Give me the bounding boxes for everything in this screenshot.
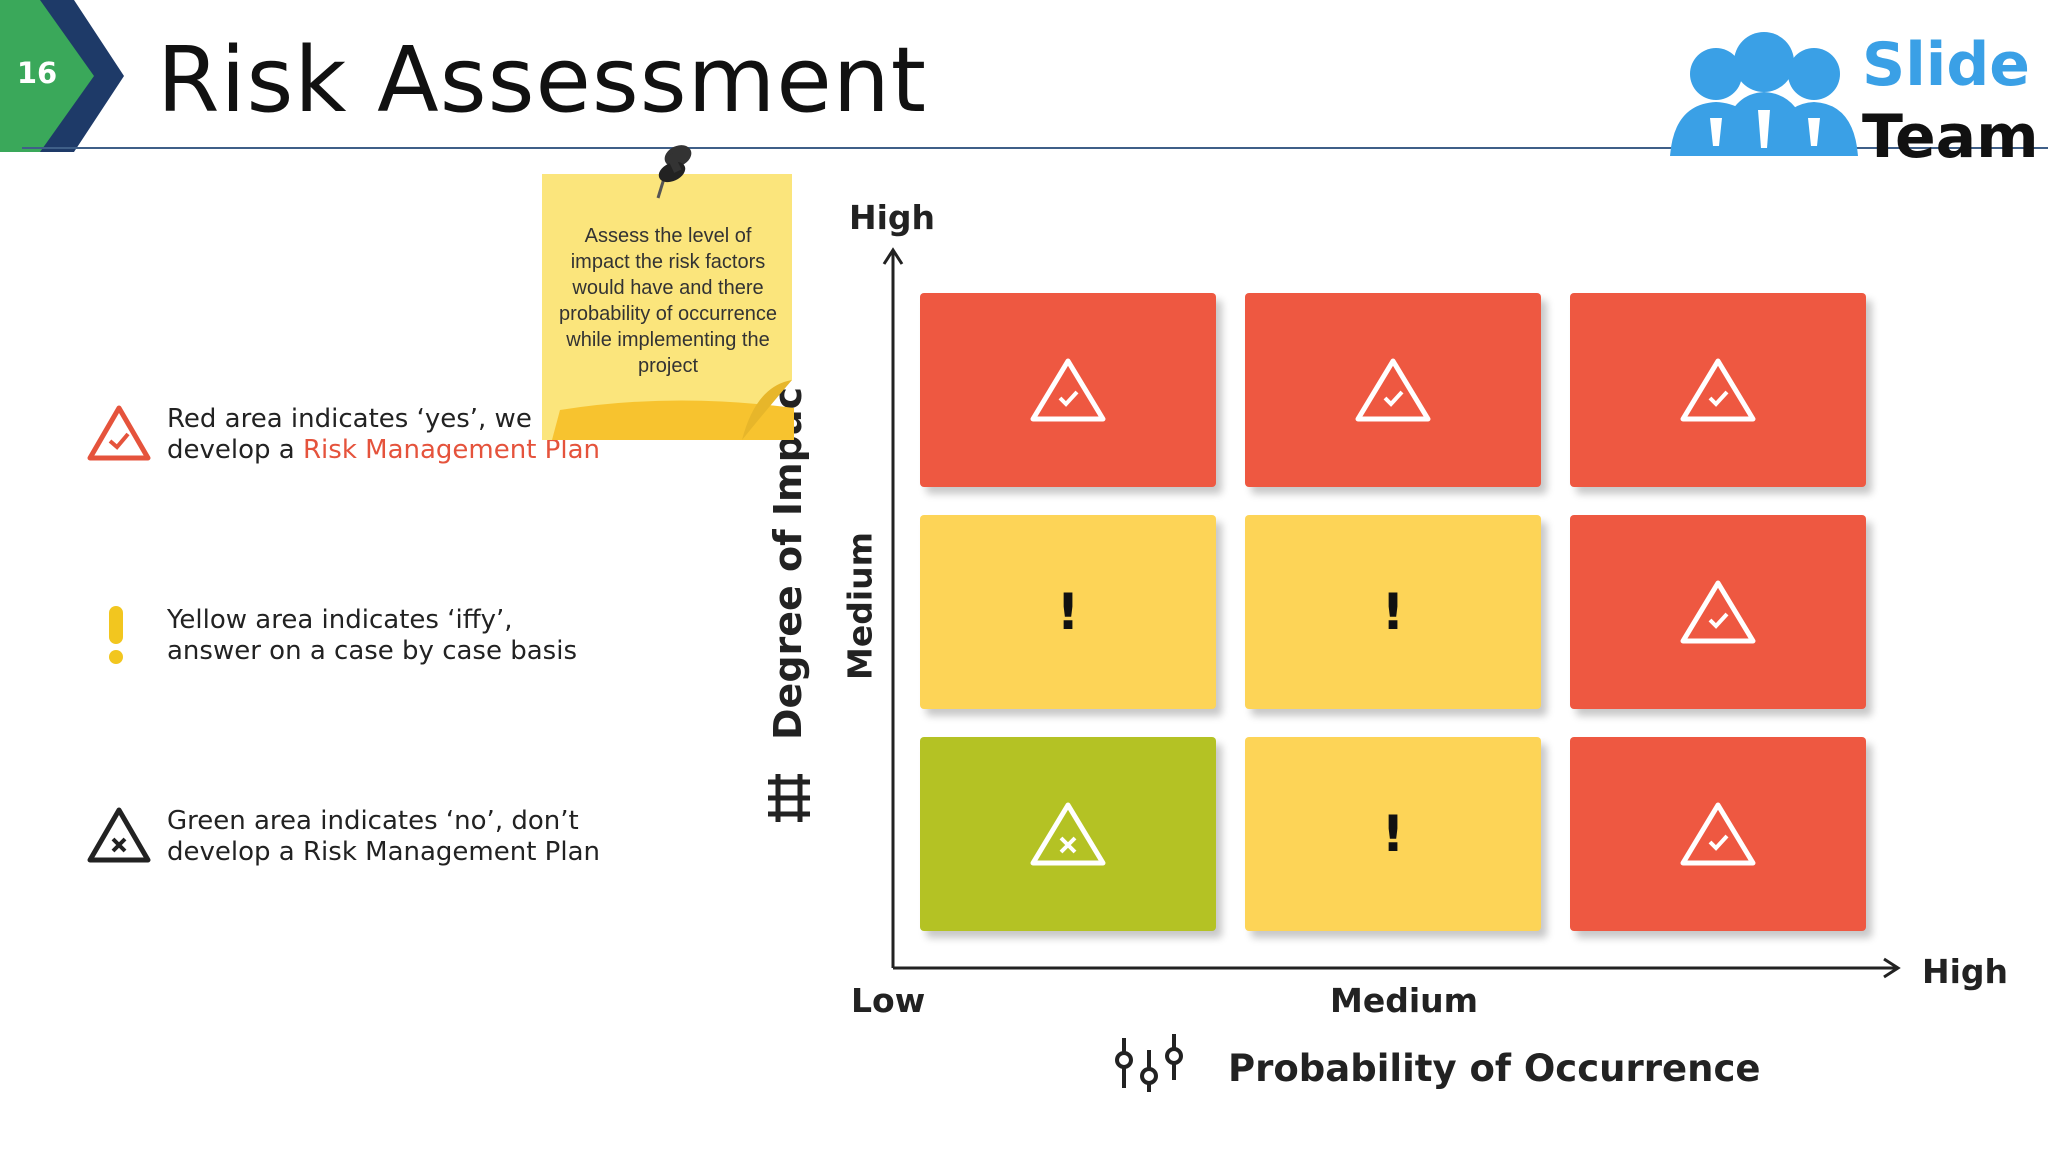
matrix-cell-yellow: ! [1245,737,1541,931]
matrix-cell-red [1570,737,1866,931]
exclamation-icon [109,606,123,664]
x-axis-medium-label: Medium [1330,981,1479,1020]
warning-x-icon [87,807,151,863]
title-divider [22,147,2048,149]
warning-check-icon [1030,358,1106,422]
legend-red-text: Red area indicates ‘yes’, we r develop a… [167,404,600,466]
legend-green-line2: develop a Risk Management Plan [167,837,600,867]
legend-green-line1: Green area indicates ‘no’, don’t [167,806,579,836]
matrix-cell-red [920,293,1216,487]
warning-check-icon [87,405,151,461]
matrix-cell-red [1245,293,1541,487]
matrix-cell-red [1570,515,1866,709]
page-title: Risk Assessment [157,28,928,133]
pushpin-icon [656,145,692,199]
legend-yellow-line2: answer on a case by case basis [167,636,577,666]
matrix-cell-yellow: ! [920,515,1216,709]
exclamation-icon: ! [1056,583,1080,641]
slideteam-logo-icon [1670,32,1858,156]
x-axis-low-label: Low [851,981,926,1020]
sticky-note [542,174,794,440]
legend-yellow-line1: Yellow area indicates ‘iffy’, [167,605,513,635]
x-axis-high-label: High [1922,952,2009,991]
matrix-cell-red [1570,293,1866,487]
y-axis-medium-label: Medium [840,531,880,681]
slide-number-badge [0,0,124,152]
legend-yellow-text: Yellow area indicates ‘iffy’, answer on … [167,605,577,667]
slide-number: 16 [16,56,58,90]
legend-red-highlight: Risk Management Plan [302,435,600,465]
sticky-note-text: Assess the level of impact the risk fact… [559,225,777,377]
exclamation-icon: ! [1381,805,1405,863]
matrix-cell-yellow: ! [1245,515,1541,709]
warning-check-icon [1680,580,1756,644]
warning-check-icon [1680,358,1756,422]
y-axis-high-label: High [849,198,936,237]
warning-x-icon [1030,802,1106,866]
x-axis-title: Probability of Occurrence [1228,1047,1761,1090]
adjust-sliders-icon [1115,1034,1183,1092]
sliders-icon [768,774,810,822]
legend-red-line2-prefix: develop a [167,435,303,465]
y-axis-title: Degree of Impac [766,386,810,740]
matrix-cell-green [920,737,1216,931]
exclamation-icon: ! [1381,583,1405,641]
brand-name-line1: Slide [1862,30,2030,100]
legend-green-text: Green area indicates ‘no’, don’t develop… [167,806,600,868]
brand-name-line2: Team [1862,102,2039,172]
legend-red-line1: Red area indicates ‘yes’, we r [167,404,551,434]
warning-check-icon [1680,802,1756,866]
warning-check-icon [1355,358,1431,422]
